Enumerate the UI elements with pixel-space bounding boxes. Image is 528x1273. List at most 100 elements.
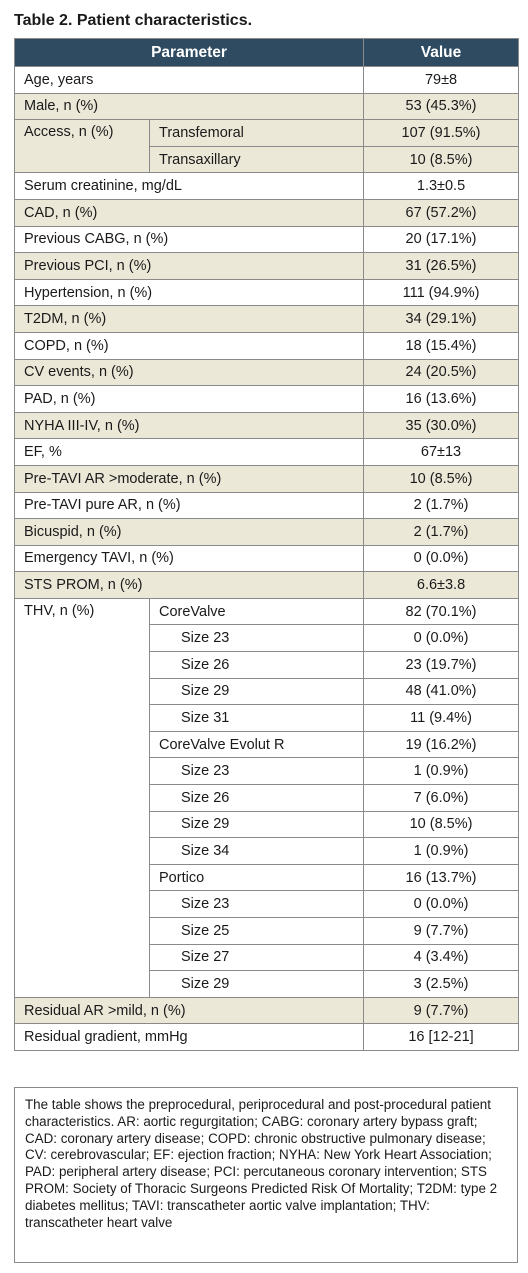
row-label: NYHA III-IV, n (%): [13, 411, 365, 440]
row-value: 9 (7.7%): [363, 917, 520, 945]
row-value: 111 (94.9%): [363, 278, 520, 307]
row-label: Size 29: [148, 810, 365, 839]
row-value: 34 (29.1%): [363, 305, 520, 333]
row-label: Transaxillary: [148, 145, 365, 174]
row-value: 1 (0.9%): [363, 757, 520, 786]
table-row: Bicuspid, n (%) 2 (1.7%): [13, 518, 520, 546]
row-label: Previous CABG, n (%): [13, 225, 365, 254]
table-row: Size 31 11 (9.4%): [15, 704, 520, 732]
row-value: 4 (3.4%): [363, 943, 520, 972]
row-value: 53 (45.3%): [363, 92, 520, 121]
row-value: 18 (15.4%): [363, 331, 520, 360]
table-row: THV, n (%) CoreValve 82 (70.1%): [14, 597, 520, 998]
row-value: 19 (16.2%): [363, 730, 520, 759]
table-row: Residual AR >mild, n (%) 9 (7.7%): [13, 996, 520, 1025]
row-label: Age, years: [13, 66, 365, 94]
row-value: 31 (26.5%): [363, 252, 520, 280]
table-row: Male, n (%) 53 (45.3%): [13, 92, 520, 121]
row-label: Male, n (%): [13, 92, 365, 121]
row-label: Serum creatinine, mg/dL: [13, 172, 365, 200]
table-row: CAD, n (%) 67 (57.2%): [13, 198, 520, 227]
row-label: CoreValve Evolut R: [148, 730, 365, 759]
table-row: Size 25 9 (7.7%): [15, 917, 520, 945]
row-value: 1.3±0.5: [363, 172, 520, 200]
table-row: Size 34 1 (0.9%): [15, 837, 520, 865]
table-row: CoreValve Evolut R 19 (16.2%): [15, 730, 520, 759]
table-row: Age, years 79±8: [13, 66, 520, 94]
row-value: 10 (8.5%): [363, 810, 520, 839]
row-value: 0 (0.0%): [363, 890, 520, 918]
table-row: Size 23 1 (0.9%): [15, 757, 520, 786]
table-row: Emergency TAVI, n (%) 0 (0.0%): [13, 544, 520, 573]
table-row: Portico 16 (13.7%): [15, 863, 520, 892]
table-row: EF, % 67±13: [13, 438, 520, 466]
row-label: Size 26: [148, 784, 365, 812]
table-row: Size 23 0 (0.0%): [15, 890, 520, 918]
row-label: Portico: [148, 863, 365, 892]
table-row: Serum creatinine, mg/dL 1.3±0.5: [13, 172, 520, 200]
row-value: 20 (17.1%): [363, 225, 520, 254]
row-label: PAD, n (%): [13, 385, 365, 413]
row-label: Size 31: [148, 704, 365, 732]
row-label: Size 26: [148, 651, 365, 679]
row-label: EF, %: [13, 438, 365, 466]
row-label: Size 34: [148, 837, 365, 865]
table-row: STS PROM, n (%) 6.6±3.8: [13, 571, 520, 599]
row-label: Hypertension, n (%): [13, 278, 365, 307]
row-label: Size 29: [148, 677, 365, 706]
table-row: Hypertension, n (%) 111 (94.9%): [13, 278, 520, 307]
row-value: 67±13: [363, 438, 520, 466]
row-value: 7 (6.0%): [363, 784, 520, 812]
row-label: Size 23: [148, 624, 365, 653]
row-label: T2DM, n (%): [13, 305, 365, 333]
row-label: Residual gradient, mmHg: [13, 1023, 365, 1051]
row-value: 2 (1.7%): [363, 491, 520, 520]
row-value: 1 (0.9%): [363, 837, 520, 865]
row-value: 9 (7.7%): [363, 996, 520, 1025]
row-label: Pre-TAVI AR >moderate, n (%): [13, 464, 365, 493]
row-label: CV events, n (%): [13, 358, 365, 387]
row-label: Transfemoral: [148, 119, 365, 147]
row-label: Size 25: [148, 917, 365, 945]
row-label: CAD, n (%): [13, 198, 365, 227]
row-value: 10 (8.5%): [363, 464, 520, 493]
row-label: COPD, n (%): [13, 331, 365, 360]
table-header-row: Parameter Value: [13, 38, 520, 67]
row-value: 16 (13.6%): [363, 385, 520, 413]
table-row: Size 29 3 (2.5%): [15, 970, 520, 998]
table-footnote: The table shows the preprocedural, perip…: [14, 1087, 518, 1263]
table-row: Previous CABG, n (%) 20 (17.1%): [13, 225, 520, 254]
table-row: Access, n (%) Transfemoral 107 (91.5%): [14, 119, 520, 174]
table-row: PAD, n (%) 16 (13.6%): [13, 385, 520, 413]
table-row: Size 26 7 (6.0%): [15, 784, 520, 812]
patient-characteristics-table: Parameter Value Age, years 79±8 Male, n …: [13, 38, 520, 1051]
row-label: Residual AR >mild, n (%): [13, 996, 365, 1025]
row-label: CoreValve: [148, 597, 365, 626]
table-row: Transaxillary 10 (8.5%): [15, 145, 520, 174]
row-value: 16 (13.7%): [363, 863, 520, 892]
row-value: 6.6±3.8: [363, 571, 520, 599]
table-row: T2DM, n (%) 34 (29.1%): [13, 305, 520, 333]
row-value: 3 (2.5%): [363, 970, 520, 998]
row-value: 82 (70.1%): [363, 597, 520, 626]
row-label: Emergency TAVI, n (%): [13, 544, 365, 573]
table-row: Size 29 48 (41.0%): [15, 677, 520, 706]
thv-group-label: THV, n (%): [14, 597, 150, 998]
row-label: Size 27: [148, 943, 365, 972]
row-value: 16 [12-21]: [363, 1023, 520, 1051]
row-value: 10 (8.5%): [363, 145, 520, 174]
row-value: 79±8: [363, 66, 520, 94]
row-value: 48 (41.0%): [363, 677, 520, 706]
row-value: 2 (1.7%): [363, 518, 520, 546]
table-row: Pre-TAVI AR >moderate, n (%) 10 (8.5%): [13, 464, 520, 493]
row-label: Size 23: [148, 757, 365, 786]
row-value: 23 (19.7%): [363, 651, 520, 679]
row-label: Previous PCI, n (%): [13, 252, 365, 280]
row-label: Size 23: [148, 890, 365, 918]
header-value: Value: [363, 38, 520, 67]
table-caption: Table 2. Patient characteristics.: [14, 12, 253, 29]
table-row: CV events, n (%) 24 (20.5%): [13, 358, 520, 387]
row-label: Bicuspid, n (%): [13, 518, 365, 546]
row-label: Size 29: [148, 970, 365, 998]
table-row: Size 26 23 (19.7%): [15, 651, 520, 679]
